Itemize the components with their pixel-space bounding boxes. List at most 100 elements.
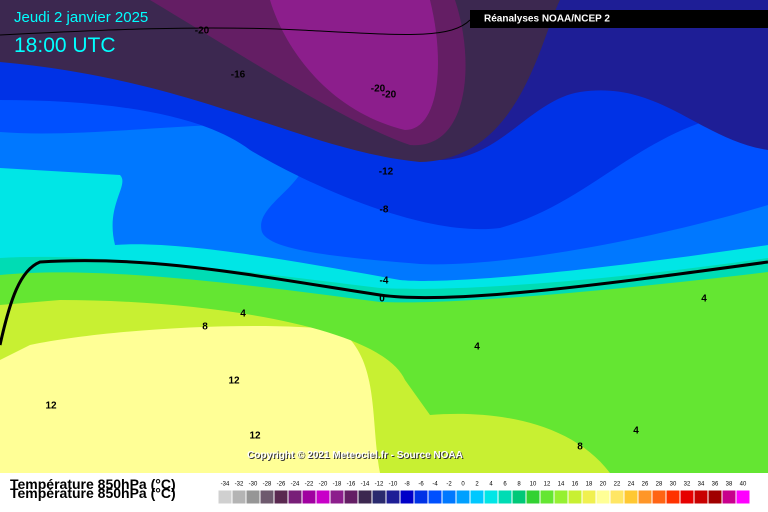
time: 18:00 UTC — [14, 34, 116, 57]
colorbar-swatch — [357, 489, 373, 505]
colorbar-swatch — [511, 489, 527, 505]
contour-label: 4 — [633, 426, 639, 437]
colorbar-tick-label: 24 — [628, 482, 635, 488]
colorbar-tick-label: 2 — [475, 482, 479, 488]
colorbar-swatch — [399, 489, 415, 505]
colorbar-swatch — [315, 489, 331, 505]
colorbar-tick-label: -4 — [432, 482, 438, 488]
colorbar-swatch — [329, 489, 345, 505]
contour-label: -12 — [379, 167, 394, 178]
colorbar-tick-label: 10 — [530, 482, 537, 488]
colorbar-swatch — [455, 489, 471, 505]
colorbar-swatch — [735, 489, 751, 505]
colorbar-tick-label: 26 — [642, 482, 649, 488]
colorbar-swatch — [609, 489, 625, 505]
colorbar-tick-label: 8 — [517, 482, 521, 488]
colorbar-tick-label: 12 — [544, 482, 551, 488]
contour-label: -4 — [380, 276, 389, 287]
contour-label: 12 — [228, 376, 240, 387]
colorbar-swatch — [469, 489, 485, 505]
colorbar-swatch — [231, 489, 247, 505]
colorbar-swatch — [651, 489, 667, 505]
legend-title: Température 850hPa (°C) — [10, 476, 176, 492]
colorbar-tick-label: -10 — [389, 482, 398, 488]
colorbar-tick-label: 4 — [489, 482, 493, 488]
contour-label: -20 — [195, 26, 210, 37]
colorbar-tick-label: -16 — [347, 482, 356, 488]
contour-label: 8 — [202, 322, 208, 333]
colorbar-tick-label: -26 — [277, 482, 286, 488]
contour-label: 12 — [249, 431, 261, 442]
colorbar-swatch — [343, 489, 359, 505]
colorbar-swatch — [595, 489, 611, 505]
source: Réanalyses NOAA/NCEP 2 — [484, 14, 610, 25]
colorbar-tick-label: 20 — [600, 482, 607, 488]
zero-isotherm — [0, 259, 768, 346]
contour-label: 0 — [379, 294, 385, 305]
colorbar-tick-label: 38 — [726, 482, 733, 488]
colorbar-swatch — [497, 489, 513, 505]
colorbar-tick-label: -24 — [291, 482, 300, 488]
colorbar-swatch — [301, 489, 317, 505]
isotherm — [0, 19, 471, 36]
date: Jeudi 2 janvier 2025 — [14, 9, 148, 26]
colorbar-swatch — [427, 489, 443, 505]
colorbar-tick-label: -12 — [375, 482, 384, 488]
colorbar-swatch — [525, 489, 541, 505]
colorbar-tick-label: 30 — [670, 482, 677, 488]
contour-label: 4 — [240, 309, 246, 320]
colorbar-tick-label: -2 — [446, 482, 452, 488]
colorbar-tick-label: -8 — [404, 482, 410, 488]
copyright-shadow: Copyright © 2021 Meteociel.fr - Source N… — [248, 451, 464, 462]
colorbar-swatch — [637, 489, 653, 505]
colorbar-swatch — [553, 489, 569, 505]
colorbar-tick-label: 0 — [461, 482, 465, 488]
colorbar-swatch — [245, 489, 261, 505]
colorbar-swatch — [259, 489, 275, 505]
colorbar-tick-label: 36 — [712, 482, 719, 488]
colorbar-swatch — [567, 489, 583, 505]
colorbar-swatch — [693, 489, 709, 505]
colorbar-tick-label: 16 — [572, 482, 579, 488]
colorbar-tick-label: -18 — [333, 482, 342, 488]
contour-label: 4 — [701, 294, 707, 305]
colorbar-tick-label: -34 — [221, 482, 230, 488]
colorbar-tick-label: 6 — [503, 482, 507, 488]
colorbar-tick-label: 14 — [558, 482, 565, 488]
colorbar-tick-label: 34 — [698, 482, 705, 488]
contour-label: 4 — [474, 342, 480, 353]
colorbar-swatch — [679, 489, 695, 505]
source-banner — [470, 10, 768, 28]
colorbar-swatch — [273, 489, 289, 505]
colorbar-tick-label: -30 — [249, 482, 258, 488]
contour-label: -8 — [380, 205, 389, 216]
colorbar-swatch — [707, 489, 723, 505]
colorbar-tick-label: -32 — [235, 482, 244, 488]
colorbar-tick-label: -6 — [418, 482, 424, 488]
colorbar-tick-label: -22 — [305, 482, 314, 488]
colorbar-swatch — [539, 489, 555, 505]
contour-label: -20 — [371, 84, 386, 95]
contour-label: -20 — [382, 90, 397, 101]
colorbar-swatch — [483, 489, 499, 505]
colorbar-swatch — [371, 489, 387, 505]
contour-label: 12 — [45, 401, 57, 412]
colorbar-tick-label: -28 — [263, 482, 272, 488]
field — [270, 0, 438, 130]
colorbar-swatch — [623, 489, 639, 505]
colorbar-swatch — [217, 489, 233, 505]
colorbar-tick-label: 28 — [656, 482, 663, 488]
colorbar-swatch — [385, 489, 401, 505]
colorbar-swatch — [287, 489, 303, 505]
colorbar-swatch — [665, 489, 681, 505]
legend-title: Température 850hPa (°C) — [10, 485, 176, 501]
copyright: Copyright © 2021 Meteociel.fr - Source N… — [247, 450, 463, 461]
colorbar-swatch — [721, 489, 737, 505]
colorbar-swatch — [441, 489, 457, 505]
contour-label: 8 — [577, 442, 583, 453]
colorbar-tick-label: 18 — [586, 482, 593, 488]
colorbar-swatch — [413, 489, 429, 505]
colorbar-swatch — [581, 489, 597, 505]
